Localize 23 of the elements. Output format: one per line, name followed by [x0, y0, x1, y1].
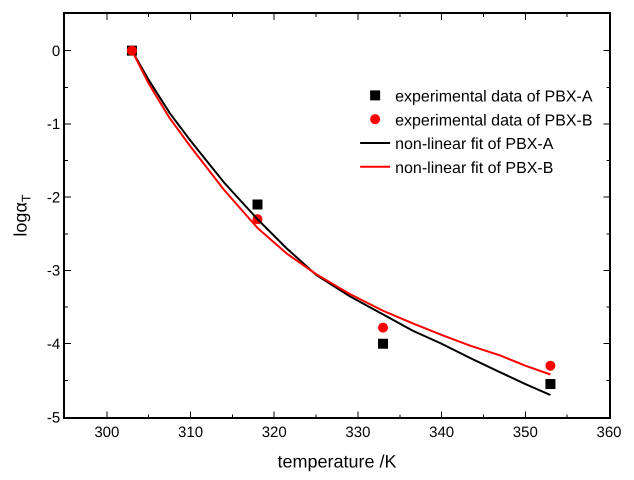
- x-tick-label: 350: [512, 424, 538, 441]
- legend-label: non-linear fit of PBX-A: [395, 136, 554, 154]
- point: [545, 379, 556, 390]
- x-tick-label: 340: [429, 424, 454, 441]
- x-tick-label: 320: [262, 424, 287, 441]
- y-tick-label: -5: [46, 409, 60, 426]
- y-tick-label: -3: [46, 262, 60, 280]
- x-tick-label: 360: [596, 424, 622, 441]
- point: [378, 322, 388, 333]
- legend-label: experimental data of PBX-A: [395, 88, 593, 106]
- x-tick-label: 310: [178, 424, 204, 441]
- x-axis-title: temperature /K: [277, 451, 397, 472]
- y-tick-label: -1: [46, 116, 60, 134]
- point: [378, 338, 388, 349]
- point: [252, 200, 262, 210]
- y-tick-label: 0: [52, 42, 60, 60]
- point: [545, 360, 556, 371]
- legend-label: non-linear fit of PBX-B: [395, 160, 554, 178]
- y-tick-label: -2: [46, 189, 60, 206]
- y-tick-label: -4: [46, 336, 60, 353]
- x-tick-label: 300: [94, 424, 120, 441]
- legend-label: experimental data of PBX-B: [395, 112, 593, 130]
- x-tick-label: 330: [345, 424, 370, 441]
